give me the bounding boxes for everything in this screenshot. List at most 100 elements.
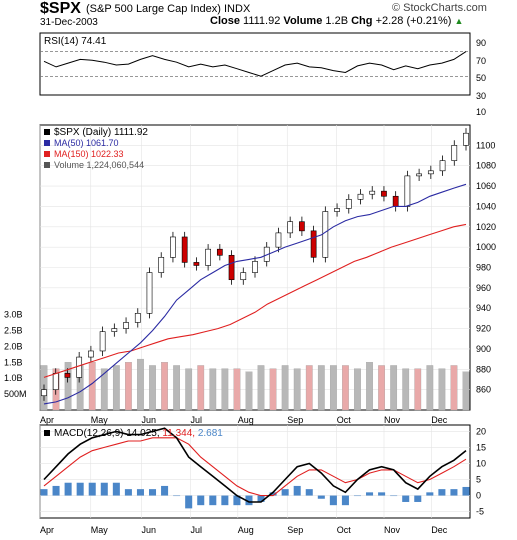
- ma50-line: [43, 183, 467, 405]
- signal-legend-value: 11.344,: [162, 428, 197, 439]
- rsi-tick-label: 90: [476, 38, 486, 48]
- volume-bar: [366, 362, 373, 411]
- legend-swatch: [44, 129, 50, 135]
- price-candle: [158, 257, 165, 273]
- price-tick-label: 1020: [476, 222, 496, 232]
- price-candle: [392, 195, 399, 207]
- macd-histogram-bar: [100, 482, 108, 496]
- index-name: (S&P 500 Large Cap Index) INDX: [86, 3, 251, 15]
- macd-histogram-bar: [52, 485, 60, 496]
- macd-histogram-bar: [124, 489, 132, 496]
- price-month-label: Jul: [191, 415, 203, 425]
- volume-bar: [197, 365, 205, 411]
- price-candle: [193, 262, 200, 266]
- volume-bar: [390, 365, 398, 411]
- price-tick-label: 920: [476, 324, 491, 334]
- price-month-label: Sep: [287, 415, 303, 425]
- macd-histogram-bar: [209, 495, 217, 506]
- price-candle: [134, 313, 141, 323]
- volume-tick-label: 1.5B: [4, 357, 23, 367]
- macd-tick-label: 5: [476, 475, 481, 485]
- triangle-up-icon: ▲: [454, 16, 464, 26]
- price-tick-label: 900: [476, 344, 491, 354]
- price-tick-label: 880: [476, 364, 491, 374]
- macd-month-label: Oct: [337, 525, 352, 535]
- macd-histogram-bar: [426, 492, 434, 496]
- macd-histogram-bar: [112, 482, 120, 496]
- chart-date: 31-Dec-2003: [40, 17, 98, 28]
- price-candle: [41, 389, 47, 397]
- volume-bar: [233, 368, 241, 411]
- price-candle: [439, 160, 446, 172]
- chart-header: $SPX (S&P 500 Large Cap Index) INDX 31-D…: [0, 0, 517, 30]
- macd-month-label: Sep: [287, 525, 303, 535]
- price-candle: [216, 248, 223, 256]
- volume-bar: [317, 365, 325, 411]
- macd-histogram-bar: [173, 495, 181, 497]
- price-candle: [404, 175, 411, 207]
- macd-tick-label: 0: [476, 491, 481, 501]
- macd-histogram-bar: [450, 489, 458, 496]
- volume-tick-label: 2.0B: [4, 341, 23, 351]
- macd-histogram-bar: [281, 489, 289, 496]
- price-candle: [357, 193, 364, 200]
- volume-tick-label: 500M: [4, 389, 27, 399]
- macd-month-label: Apr: [40, 525, 54, 535]
- price-month-label: Dec: [431, 415, 448, 425]
- volume-bar: [161, 362, 168, 411]
- macd-histogram-bar: [269, 492, 277, 496]
- price-candle: [181, 236, 188, 263]
- volume-bar: [100, 368, 108, 411]
- macd-month-label: Dec: [431, 525, 448, 535]
- macd-histogram-bar: [317, 495, 325, 499]
- macd-histogram-bar: [257, 495, 265, 502]
- volume-bar: [438, 368, 446, 411]
- legend-swatch: [44, 162, 50, 168]
- price-candle: [463, 132, 469, 146]
- macd-legend-swatch: [44, 430, 50, 436]
- price-candle: [322, 211, 329, 258]
- rsi-tick-label: 50: [476, 73, 486, 83]
- price-tick-label: 940: [476, 303, 491, 313]
- volume-bar: [414, 368, 422, 411]
- price-candle: [52, 373, 59, 390]
- macd-histogram-bar: [402, 495, 410, 502]
- price-candle: [205, 248, 211, 266]
- close-label: Close: [210, 15, 240, 27]
- price-tick-label: 960: [476, 283, 491, 293]
- volume-bar: [402, 368, 410, 411]
- price-tick-label: 1040: [476, 201, 496, 211]
- volume-bar: [245, 371, 253, 411]
- price-candle: [170, 236, 176, 258]
- close-value: 1111.92: [243, 15, 281, 27]
- price-candle: [427, 170, 434, 175]
- price-legend-entry: Volume 1,224,060,544: [54, 160, 144, 170]
- macd-histogram-bar: [76, 482, 84, 496]
- volume-bar: [257, 365, 265, 411]
- price-tick-label: 1100: [476, 140, 495, 150]
- price-candle: [451, 145, 458, 161]
- macd-histogram-bar: [366, 492, 374, 496]
- macd-histogram-bar: [197, 495, 205, 506]
- volume-bar: [281, 365, 289, 411]
- price-candle: [240, 272, 247, 281]
- volume-bar: [149, 365, 156, 411]
- price-candle: [299, 221, 305, 232]
- price-candle: [76, 356, 83, 378]
- macd-histogram-bar: [462, 486, 470, 496]
- price-candle: [310, 230, 317, 258]
- price-legend-entry: $SPX (Daily) 1111.92: [54, 127, 148, 138]
- price-candle: [345, 199, 352, 209]
- volume-label: Volume: [283, 15, 323, 27]
- volume-bar: [378, 365, 385, 411]
- volume-bar: [173, 365, 181, 411]
- volume-bar: [221, 368, 229, 411]
- price-month-label: Nov: [384, 415, 401, 425]
- rsi-tick-label: 30: [476, 91, 486, 101]
- macd-legend: MACD(12,26,9) 14.025, 11.344, 2.681: [54, 428, 223, 439]
- macd-histogram-bar: [88, 482, 96, 496]
- macd-histogram-bar: [161, 485, 169, 496]
- volume-bar: [209, 368, 217, 411]
- price-candle: [275, 232, 282, 248]
